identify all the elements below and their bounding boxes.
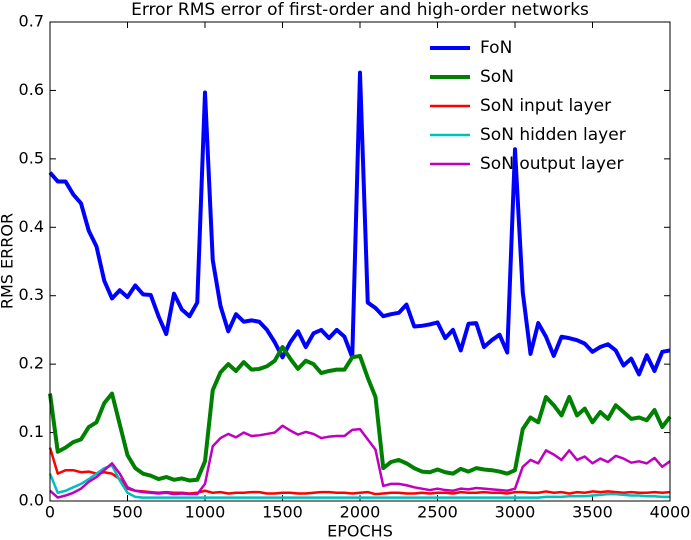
y-tick-label: 0.1 (19, 422, 44, 441)
chart-title: Error RMS error of first-order and high-… (131, 0, 589, 20)
series-line (48, 70, 671, 377)
x-tick-label: 0 (45, 503, 55, 522)
legend-label: SoN output layer (480, 154, 623, 174)
x-tick-label: 1500 (262, 503, 303, 522)
series-line (49, 424, 671, 499)
legend-label: SoN hidden layer (480, 125, 626, 145)
y-tick-label: 0.5 (19, 148, 44, 167)
y-tick-label: 0.6 (19, 80, 44, 99)
series-line (48, 345, 672, 483)
x-tick-label: 500 (112, 503, 143, 522)
legend-label: FoN (480, 38, 512, 58)
x-axis-label: EPOCHS (327, 522, 393, 540)
legend-label: SoN (480, 67, 514, 87)
legend-label: SoN input layer (480, 96, 611, 116)
x-tick-label: 1000 (185, 503, 226, 522)
y-tick-label: 0.2 (19, 354, 44, 373)
y-tick-label: 0.3 (19, 285, 44, 304)
y-tick-label: 0.0 (19, 491, 44, 510)
plot-frame (49, 21, 671, 502)
y-tick-label: 0.7 (19, 12, 44, 31)
x-tick-label: 3000 (495, 503, 536, 522)
series-line (48, 464, 670, 499)
x-tick-label: 2000 (340, 503, 381, 522)
x-tick-label: 3500 (572, 503, 613, 522)
x-tick-label: 2500 (417, 503, 458, 522)
x-tick-label: 4000 (650, 503, 691, 522)
y-axis-label: RMS ERROR (0, 213, 17, 309)
y-tick-label: 0.4 (19, 217, 44, 236)
